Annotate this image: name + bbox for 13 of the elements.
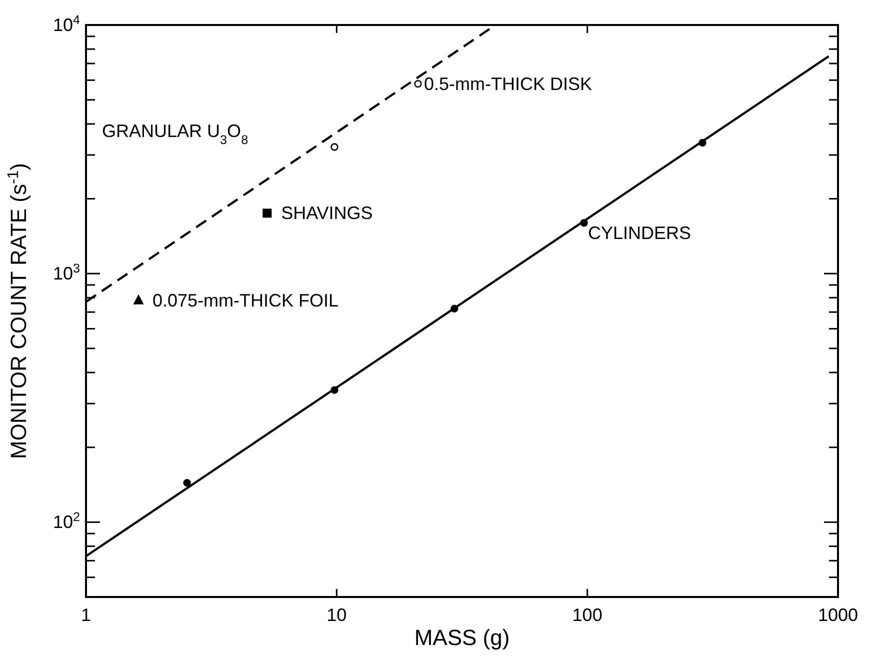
text: GRANULAR U$_{3}$O$_{8}$ xyxy=(102,120,248,147)
x-tick-label: 1 xyxy=(80,605,92,625)
x-tick-label: 1000 xyxy=(818,605,858,625)
y-tick-label: 10$^{4}$ xyxy=(52,13,80,35)
series-label: 0.075-mm-THICK FOIL xyxy=(152,290,339,310)
x-axis-title: MASS (g) xyxy=(414,625,510,650)
y-tick-label: 10$^{2}$ xyxy=(52,510,80,532)
series-label: SHAVINGS xyxy=(281,203,373,224)
x-tick-label: 100 xyxy=(572,605,602,625)
series-label: 0.5-mm-THICK DISK xyxy=(424,74,592,94)
x-tick-label: 10 xyxy=(326,605,347,625)
y-tick-label: 10$^{3}$ xyxy=(52,262,80,284)
series-label: CYLINDERS xyxy=(588,222,692,243)
